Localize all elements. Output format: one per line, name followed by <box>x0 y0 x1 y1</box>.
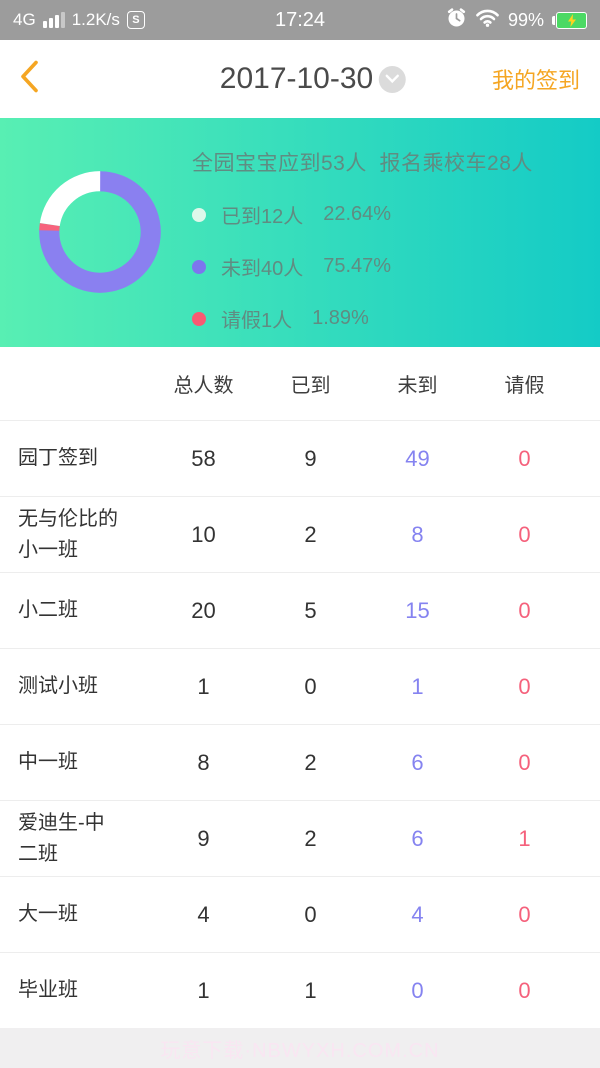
selected-date: 2017-10-30 <box>219 62 374 95</box>
cell-absent: 4 <box>411 901 424 927</box>
table-row[interactable]: 无与伦比的 小一班 10 2 8 0 <box>0 496 600 572</box>
row-label: 中一班 <box>18 751 78 773</box>
signal-strength-icon <box>42 12 65 28</box>
column-header-leave: 请假 <box>504 375 545 397</box>
cell-leave: 0 <box>518 977 531 1003</box>
cell-leave: 0 <box>518 521 531 547</box>
table-row[interactable]: 中一班 8 2 6 0 <box>0 724 600 800</box>
cell-total: 20 <box>191 597 216 623</box>
charging-bolt-icon <box>567 13 576 27</box>
table-row[interactable]: 爱迪生-中 二班 9 2 6 1 <box>0 800 600 876</box>
cell-leave: 0 <box>518 901 531 927</box>
network-speed-label: 1.2K/s <box>71 10 120 29</box>
legend-label: 未到40人 <box>221 258 304 280</box>
column-header-total: 总人数 <box>173 375 234 397</box>
battery-icon <box>552 11 587 29</box>
cell-arrived: 1 <box>304 977 317 1003</box>
summary-panel: 全园宝宝应到53人 报名乘校车28人 已到12人 22.64% 未到40人 75.47… <box>0 118 600 347</box>
battery-percent-label: 99% <box>507 9 544 30</box>
footer-bar: 玩意下载·NBWYXH.COM.CN <box>0 1028 600 1068</box>
row-label: 爱迪生-中 二班 <box>18 811 105 865</box>
cell-arrived: 0 <box>304 901 317 927</box>
cell-arrived: 9 <box>304 445 317 471</box>
legend-item-未到: 未到40人 75.47% <box>192 252 533 281</box>
table-row[interactable]: 测试小班 1 0 1 0 <box>0 648 600 724</box>
cell-absent: 0 <box>411 977 424 1003</box>
column-header-arrived: 已到 <box>290 375 331 397</box>
cell-arrived: 0 <box>304 673 317 699</box>
row-label: 毕业班 <box>18 979 78 1001</box>
cell-total: 58 <box>191 445 216 471</box>
cell-absent: 8 <box>411 521 424 547</box>
table-row[interactable]: 园丁签到 58 9 49 0 <box>0 420 600 496</box>
attendance-table: 总人数 已到 未到 请假 园丁签到 58 9 49 0 无与伦比的 小一班 10 2 8 0 小二班… <box>0 347 600 1028</box>
chart-legend: 已到12人 22.64% 未到40人 75.47% 请假1人 1.89% <box>192 200 533 333</box>
attendance-donut-chart <box>30 162 170 302</box>
legend-label: 请假1人 <box>221 310 293 332</box>
summary-title: 全园宝宝应到53人 报名乘校车28人 <box>192 152 533 175</box>
legend-percent: 75.47% <box>323 255 392 277</box>
cell-total: 9 <box>197 825 210 851</box>
cell-absent: 15 <box>405 597 430 623</box>
wifi-icon <box>475 8 500 32</box>
cell-total: 4 <box>197 901 210 927</box>
row-label: 园丁签到 <box>18 447 98 469</box>
cell-leave: 0 <box>518 749 531 775</box>
cell-total: 1 <box>197 977 210 1003</box>
app-header: 2017-10-30 我的签到 <box>0 40 600 118</box>
cell-leave: 1 <box>518 825 531 851</box>
column-header-absent: 未到 <box>397 375 438 397</box>
legend-label: 已到12人 <box>221 206 304 228</box>
my-signin-button[interactable]: 我的签到 <box>491 68 580 93</box>
table-row[interactable]: 毕业班 1 1 0 0 <box>0 952 600 1028</box>
row-label: 大一班 <box>18 903 78 925</box>
status-bar: 4G 1.2K/s S 17:24 99% <box>0 0 600 40</box>
table-row[interactable]: 小二班 20 5 15 0 <box>0 572 600 648</box>
legend-dot-icon <box>192 311 206 326</box>
cell-arrived: 5 <box>304 597 317 623</box>
clock-time: 17:24 <box>274 8 326 31</box>
chevron-down-icon[interactable] <box>379 65 407 93</box>
cell-arrived: 2 <box>304 521 317 547</box>
cell-absent: 6 <box>411 825 424 851</box>
legend-percent: 22.64% <box>323 203 392 225</box>
cell-absent: 1 <box>411 673 424 699</box>
cell-arrived: 2 <box>304 749 317 775</box>
cell-total: 1 <box>197 673 210 699</box>
watermark-text: 玩意下载·NBWYXH.COM.CN <box>160 1039 440 1062</box>
alarm-icon <box>446 7 467 33</box>
table-header-row: 总人数 已到 未到 请假 <box>0 347 600 420</box>
row-label: 无与伦比的 小一班 <box>18 507 118 561</box>
cell-arrived: 2 <box>304 825 317 851</box>
cell-leave: 0 <box>518 597 531 623</box>
row-label: 小二班 <box>18 599 78 621</box>
legend-item-已到: 已到12人 22.64% <box>192 200 533 229</box>
legend-dot-icon <box>192 207 206 222</box>
row-label: 测试小班 <box>18 675 98 697</box>
network-type-label: 4G <box>13 10 36 29</box>
chevron-left-icon <box>21 60 38 93</box>
cell-total: 8 <box>197 749 210 775</box>
table-row[interactable]: 大一班 4 0 4 0 <box>0 876 600 952</box>
cell-leave: 0 <box>518 445 531 471</box>
legend-dot-icon <box>192 259 206 274</box>
legend-percent: 1.89% <box>312 307 369 329</box>
legend-item-请假: 请假1人 1.89% <box>192 304 533 333</box>
cell-leave: 0 <box>518 673 531 699</box>
date-selector[interactable]: 2017-10-30 <box>219 62 407 96</box>
cell-total: 10 <box>191 521 216 547</box>
back-button[interactable] <box>18 60 40 99</box>
cell-absent: 6 <box>411 749 424 775</box>
sim-badge-icon: S <box>126 11 145 29</box>
cell-absent: 49 <box>405 445 430 471</box>
